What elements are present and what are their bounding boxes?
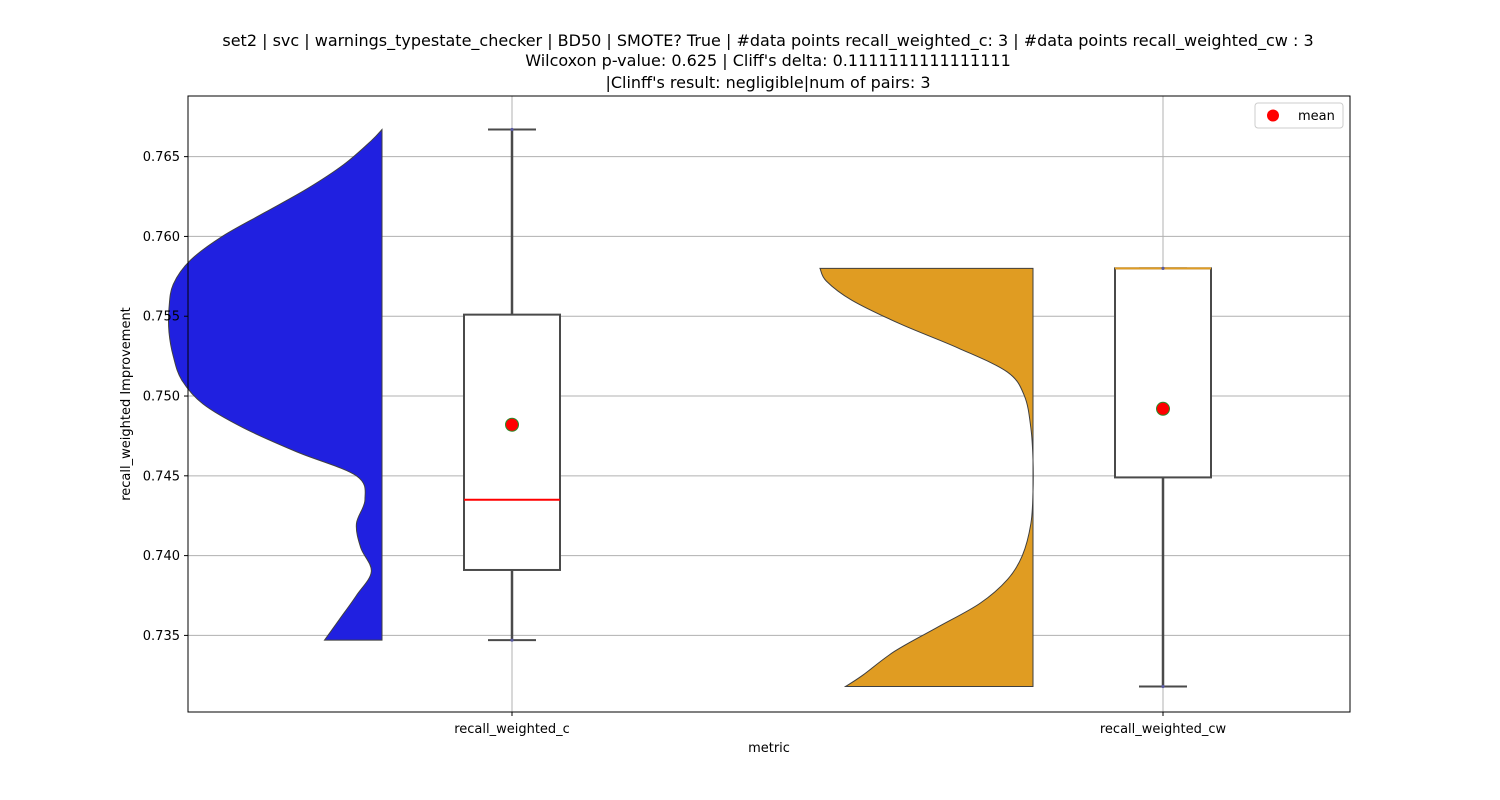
box-iqr <box>463 313 561 571</box>
y-axis-ticks: 0.735 0.740 0.745 0.750 0.755 0.760 0.765 <box>143 150 188 644</box>
legend: mean <box>1254 102 1344 129</box>
y-tick-label: 0.765 <box>143 150 180 165</box>
y-tick-label: 0.750 <box>143 390 180 405</box>
x-axis-ticks: recall_weighted_c recall_weighted_cw <box>454 712 1226 737</box>
boxplots <box>463 127 1212 689</box>
y-tick-label: 0.760 <box>143 230 180 245</box>
y-axis-label: recall_weighted Improvement <box>119 307 134 501</box>
whisker-end-dot <box>1161 266 1165 270</box>
x-axis-label: metric <box>748 741 790 756</box>
legend-label: mean <box>1298 109 1335 124</box>
y-tick-label: 0.740 <box>143 549 180 564</box>
mean-marker <box>505 417 519 432</box>
mean-markers <box>505 401 1170 432</box>
x-tick-label: recall_weighted_cw <box>1100 722 1227 737</box>
legend-mean-marker <box>1267 109 1279 122</box>
violin-recall_weighted_cw <box>819 267 1034 687</box>
y-tick-label: 0.755 <box>143 310 180 325</box>
title-line-2: Wilcoxon p-value: 0.625 | Cliff's delta:… <box>525 51 1011 70</box>
plot-frame <box>187 95 1351 713</box>
box-iqr <box>1114 267 1212 479</box>
chart-title: set2 | svc | warnings_typestate_checker … <box>222 31 1313 92</box>
y-tick-label: 0.745 <box>143 469 180 484</box>
whisker-end-dot <box>510 127 514 132</box>
whisker-end-dot <box>1161 684 1165 689</box>
mean-marker <box>1156 401 1170 416</box>
legend-frame <box>1254 102 1344 129</box>
title-line-1: set2 | svc | warnings_typestate_checker … <box>222 31 1313 51</box>
y-tick-label: 0.735 <box>143 629 180 644</box>
whisker-end-dot <box>510 638 514 642</box>
violin-recall_weighted_c <box>167 128 383 641</box>
violins <box>167 128 1034 687</box>
title-line-3: |Clinff's result: negligible|num of pair… <box>605 73 930 92</box>
x-tick-label: recall_weighted_c <box>454 722 570 737</box>
